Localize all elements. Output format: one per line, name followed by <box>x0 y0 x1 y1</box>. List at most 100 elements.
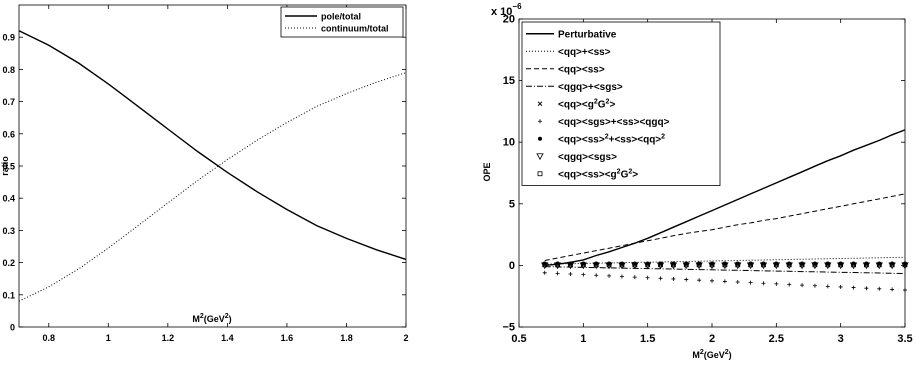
data-point <box>594 261 599 266</box>
data-point <box>645 275 650 280</box>
data-point <box>645 262 651 268</box>
data-point <box>851 285 856 290</box>
series-<qq><ss>²+<ss><qq>² <box>542 261 907 266</box>
series-continuum/total <box>18 72 407 302</box>
legend-label: pole/total <box>321 12 361 22</box>
y-axis-label: OPE <box>482 162 492 181</box>
data-point <box>555 262 560 268</box>
data-point <box>722 279 727 284</box>
y-tick-label: 0 <box>10 323 15 333</box>
data-point <box>710 278 714 283</box>
data-point <box>658 276 663 281</box>
data-point <box>722 262 728 268</box>
legend-box <box>521 21 721 186</box>
data-point <box>812 262 818 268</box>
y-tick-label: 0.8 <box>2 65 15 75</box>
data-point <box>786 262 792 268</box>
legend-label: <qq>+<ss> <box>558 47 611 58</box>
data-point <box>697 261 702 266</box>
data-point <box>890 261 895 266</box>
x-tick-label: 0.5 <box>511 333 526 345</box>
data-point <box>825 262 831 268</box>
data-point <box>542 261 547 266</box>
data-point <box>903 261 907 266</box>
data-point <box>748 261 753 266</box>
data-point <box>735 280 740 285</box>
x-tick-label: 3 <box>838 333 844 345</box>
data-point <box>697 278 702 283</box>
y-tick-label: 0.1 <box>2 290 15 300</box>
y-tick-label: 5 <box>509 198 515 210</box>
data-point <box>864 286 869 291</box>
data-point <box>735 262 741 268</box>
legend: Perturbative <qq>+<ss> <qq><ss> <qgq>+<sgs>… <box>521 21 721 186</box>
plot-area <box>18 4 407 328</box>
data-point <box>671 276 676 281</box>
data-point <box>761 281 766 286</box>
data-point <box>671 262 676 268</box>
series-<qq><sgs>+<ss><qgq> <box>542 270 907 293</box>
data-point <box>774 261 779 266</box>
data-point <box>876 262 882 268</box>
data-point <box>799 262 805 268</box>
data-point <box>619 261 624 266</box>
data-point <box>683 262 689 268</box>
data-point <box>851 261 856 266</box>
data-point <box>606 262 612 268</box>
x-tick-label: 3.5 <box>897 333 912 345</box>
data-point <box>542 270 547 275</box>
series-Perturbative <box>544 129 906 267</box>
data-point <box>619 274 624 279</box>
x-tick-label: 1.4 <box>221 333 234 343</box>
series-<qq><ss><g²G²> <box>542 262 908 268</box>
series-pole/total <box>18 30 407 261</box>
x-tick-label: 1 <box>580 333 586 345</box>
data-point <box>619 262 625 268</box>
series-<qq>+<ss> <box>544 256 906 265</box>
data-point <box>568 262 573 268</box>
data-point <box>889 262 895 268</box>
legend-label: <qq><sgs>+<ss><qgq> <box>558 117 670 128</box>
x-tick-label: 1.6 <box>281 333 294 343</box>
data-point <box>594 273 599 278</box>
data-point <box>890 287 895 292</box>
y-tick-label: 0.3 <box>2 226 15 236</box>
data-point <box>825 284 830 289</box>
data-point <box>658 262 663 268</box>
data-point <box>568 272 573 277</box>
legend-marker <box>537 171 543 177</box>
data-point <box>645 261 650 266</box>
data-point <box>838 284 843 289</box>
data-point <box>709 262 715 268</box>
data-point <box>607 273 612 278</box>
x-tick-label: 1.2 <box>162 333 175 343</box>
left-chart-ratio: 0.8 1 1.2 1.4 1.6 1.8 2 0 0.1 0.2 0.3 0.4 0.5 0.6 0.7 0… <box>0 4 409 343</box>
x-axis-label: M2​(GeV2​) <box>192 313 231 324</box>
y-tick-label: 0 <box>509 260 515 272</box>
data-point <box>580 262 586 268</box>
y-tick-label: 15 <box>503 75 515 87</box>
data-point <box>735 261 740 266</box>
data-point <box>748 262 753 268</box>
data-point <box>593 262 599 268</box>
x-tick-label: 2.5 <box>769 333 784 345</box>
y-axis-label: ratio <box>0 156 10 176</box>
legend-marker <box>538 119 542 124</box>
y-tick-label: 0.2 <box>2 258 15 268</box>
legend-marker <box>538 136 542 141</box>
data-point <box>877 286 882 291</box>
data-point <box>773 262 779 268</box>
legend-label: <qq><g2​G2​> <box>558 98 615 110</box>
data-point <box>684 277 689 282</box>
series-<qgq>+<sgs> <box>544 266 906 274</box>
x-tick-label: 1.5 <box>640 333 655 345</box>
y-tick-label: 0.5 <box>2 162 15 172</box>
legend-marker <box>537 101 543 107</box>
data-point <box>696 262 702 268</box>
data-point <box>864 262 869 268</box>
data-point <box>581 261 586 266</box>
y-tick-label: 10 <box>503 137 515 149</box>
data-point <box>903 288 907 293</box>
data-point <box>581 272 586 277</box>
